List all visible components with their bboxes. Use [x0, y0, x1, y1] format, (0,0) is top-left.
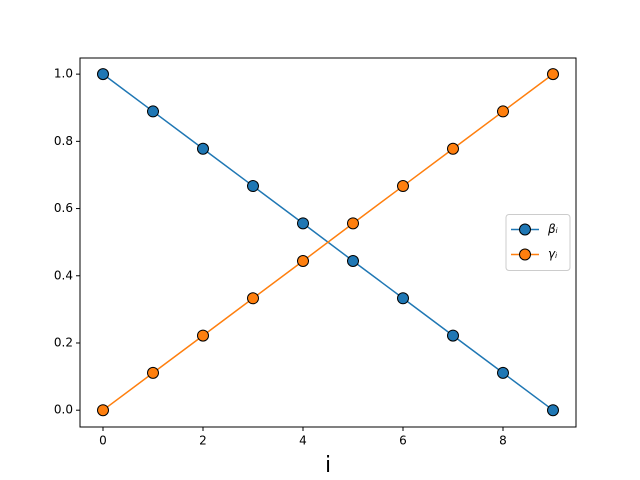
data-point	[347, 254, 359, 267]
x-axis-label: i	[325, 453, 331, 478]
data-point	[397, 180, 409, 193]
data-point	[147, 366, 159, 379]
legend-marker	[519, 248, 531, 261]
y-tick-label: 0.0	[54, 403, 73, 417]
x-tick-label: 0	[99, 434, 107, 448]
data-point	[147, 105, 159, 118]
y-tick-label: 0.6	[54, 201, 73, 215]
data-point	[247, 180, 259, 193]
data-point	[447, 329, 459, 342]
legend-label: βᵢ	[547, 222, 558, 236]
data-point	[547, 404, 559, 417]
data-point	[347, 217, 359, 230]
legend-marker	[519, 223, 531, 236]
x-tick-label: 6	[399, 434, 407, 448]
data-point	[297, 254, 309, 267]
y-tick-label: 1.0	[54, 67, 73, 81]
data-point	[497, 105, 509, 118]
x-tick-label: 2	[199, 434, 207, 448]
data-point	[197, 329, 209, 342]
data-point	[97, 404, 109, 417]
x-tick-label: 4	[299, 434, 307, 448]
plot-frame	[79, 57, 577, 428]
data-point	[397, 292, 409, 305]
y-tick-label: 0.8	[54, 134, 73, 148]
legend-box	[505, 214, 571, 271]
data-point	[197, 142, 209, 155]
legend-label: γᵢ	[548, 247, 557, 261]
series-line	[102, 73, 554, 411]
y-tick-label: 0.4	[54, 268, 73, 282]
data-point	[97, 68, 109, 81]
data-point	[547, 68, 559, 81]
y-tick-label: 0.2	[54, 335, 73, 349]
data-point	[297, 217, 309, 230]
data-point	[497, 366, 509, 379]
data-point	[447, 142, 459, 155]
x-tick-label: 8	[499, 434, 507, 448]
data-point	[247, 292, 259, 305]
